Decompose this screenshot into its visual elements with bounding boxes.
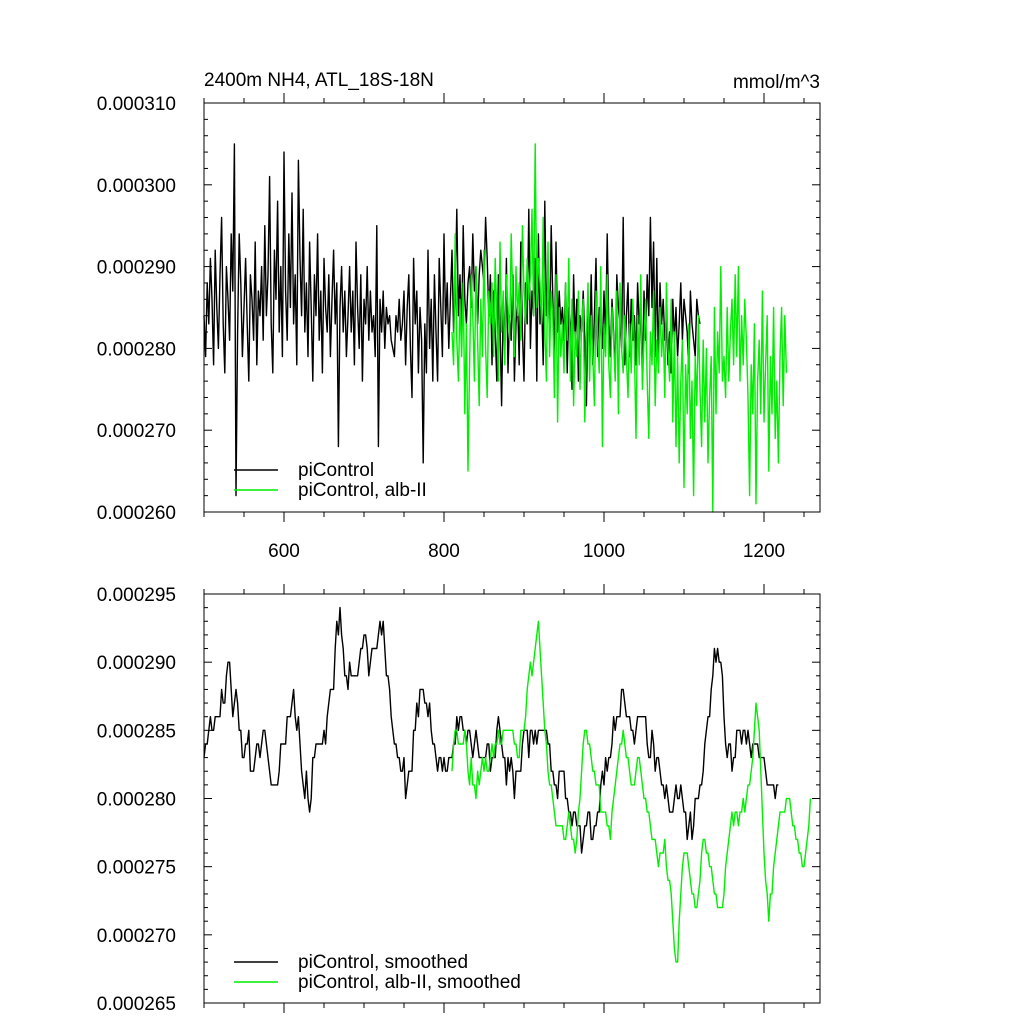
y-tick-label: 0.000295 <box>97 585 176 606</box>
series-line-bottom-0 <box>203 606 779 854</box>
y-tick-label: 0.000310 <box>97 94 176 115</box>
top-series-layer <box>203 143 788 513</box>
legend-label: piControl <box>298 460 374 481</box>
bottom-ticks-layer: 0.000265 0.000270 0.000275 0.000280 0.000285… <box>97 584 820 1015</box>
y-tick-label: 0.000280 <box>97 790 176 811</box>
series-line-top-0 <box>203 143 701 497</box>
y-tick-label: 0.000270 <box>97 926 176 947</box>
series-line-top-1 <box>451 143 788 513</box>
top-panel-units: mmol/m^3 <box>733 72 820 93</box>
x-tick-label: 1000 <box>583 541 625 562</box>
series-line-bottom-1 <box>451 620 812 963</box>
top-panel: 2400m NH4, ATL_18S-18N mmol/m^3 0.000260… <box>97 70 821 562</box>
top-ticks-layer: 0.000260 0.000270 0.000280 0.000290 0.000300… <box>97 93 820 562</box>
y-tick-label: 0.000285 <box>97 721 176 742</box>
bottom-plot-frame <box>203 593 821 1004</box>
y-tick-label: 0.000290 <box>97 653 176 674</box>
top-panel-title: 2400m NH4, ATL_18S-18N <box>204 70 434 91</box>
top-plot-frame <box>203 102 821 513</box>
y-tick-label: 0.000300 <box>97 176 176 197</box>
x-tick-label: 1200 <box>743 541 785 562</box>
y-tick-label: 0.000260 <box>97 503 176 524</box>
bottom-panel: 0.000265 0.000270 0.000275 0.000280 0.000285… <box>97 584 821 1015</box>
y-tick-label: 0.000290 <box>97 258 176 279</box>
x-tick-label: 600 <box>268 541 300 562</box>
y-tick-label: 0.000280 <box>97 339 176 360</box>
legend-label: piControl, smoothed <box>298 952 468 973</box>
y-tick-label: 0.000265 <box>97 994 176 1015</box>
legend-label: piControl, alb-II <box>298 480 427 501</box>
y-tick-label: 0.000270 <box>97 421 176 442</box>
x-tick-label: 800 <box>428 541 460 562</box>
legend-label: piControl, alb-II, smoothed <box>298 972 521 993</box>
bottom-series-layer <box>203 606 812 963</box>
y-tick-label: 0.000275 <box>97 858 176 879</box>
